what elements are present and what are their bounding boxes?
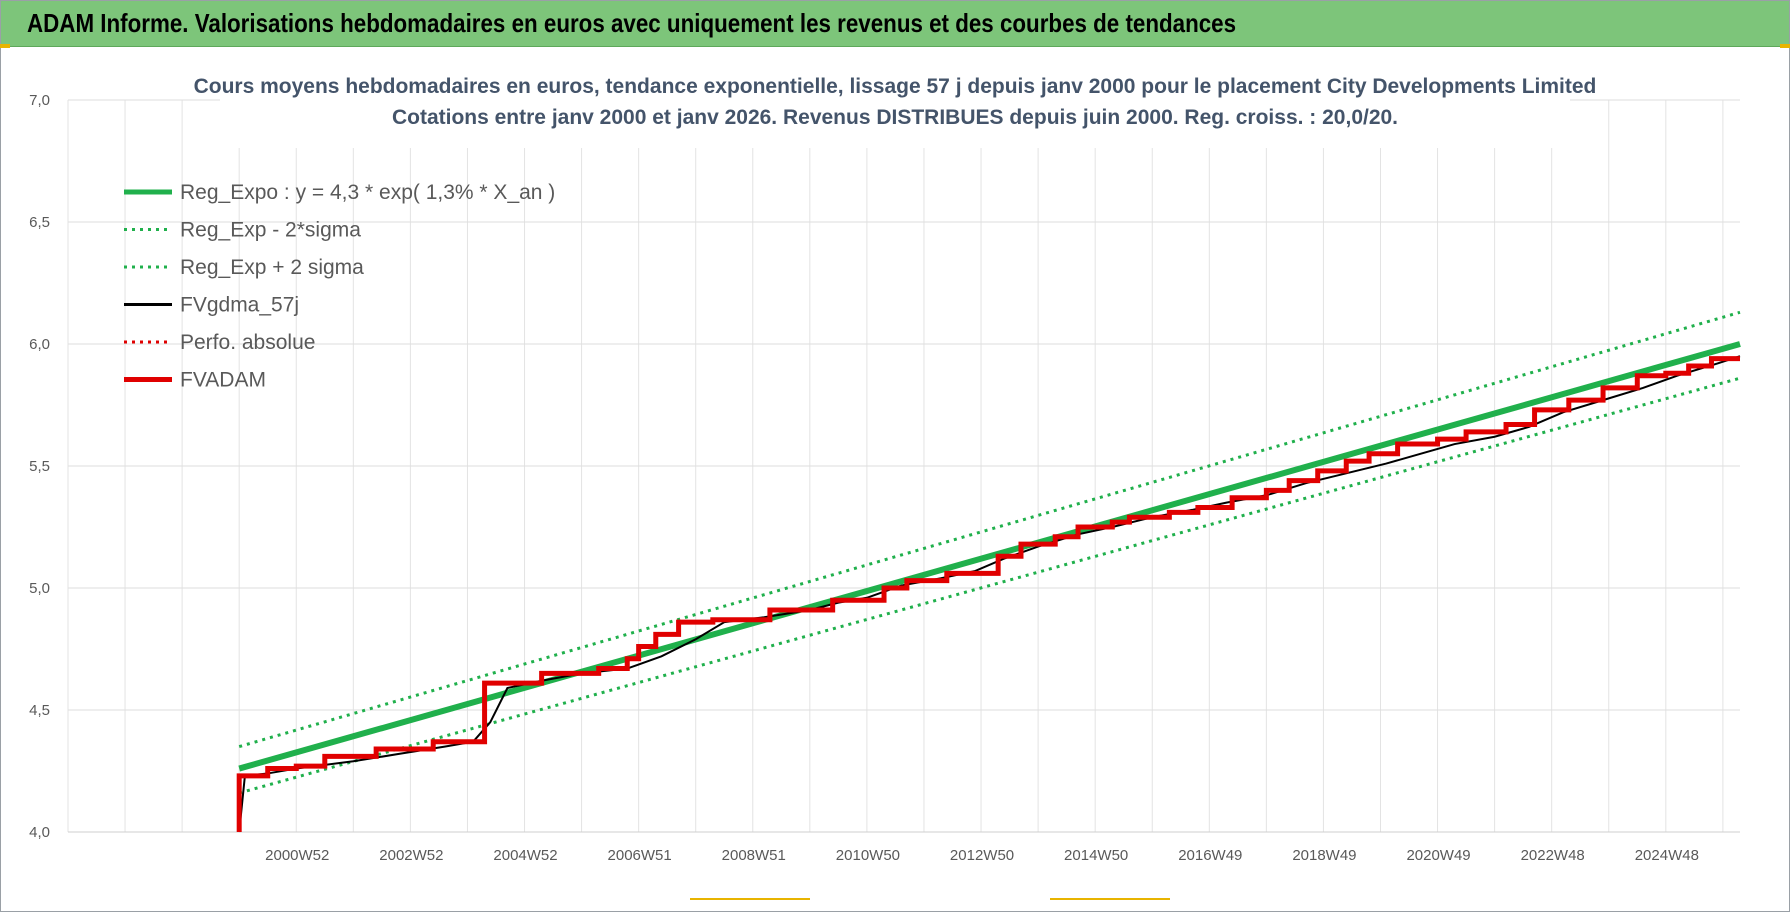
x-tick-label: 2002W52 [379,847,443,864]
corner-marker-right [1780,44,1790,48]
bottom-marker-2 [1050,898,1170,900]
legend-label-1: Reg_Exp - 2*sigma [180,219,361,242]
chart-axis-labels: 4,0 4,5 5,0 5,5 6,0 6,5 7,0 2000W52 2002W52 2004W… [29,92,1699,864]
legend-label-2: Reg_Exp + 2 sigma [180,256,364,279]
x-tick-label: 2004W52 [493,847,557,864]
chart-legend: Reg_Expo : y = 4,3 * exp( 1,3% * X_an ) R… [124,181,555,392]
series-line-3 [238,355,1741,833]
report-banner: ADAM Informe. Valorisations hebdomadaire… [1,1,1789,47]
y-tick-label: 5,5 [29,458,50,475]
series-line-5 [236,356,1740,832]
series-line-2 [238,310,1741,749]
x-tick-label: 2008W51 [722,847,786,864]
chart-series [236,310,1741,833]
x-tick-label: 2024W48 [1635,847,1699,864]
legend-label-0: Reg_Expo : y = 4,3 * exp( 1,3% * X_an ) [180,181,555,204]
x-tick-label: 2000W52 [265,847,329,864]
x-tick-label: 2018W49 [1292,847,1356,864]
y-tick-label: 4,0 [29,824,50,841]
x-tick-label: 2006W51 [608,847,672,864]
legend-label-5: FVADAM [180,369,266,392]
corner-marker-left [0,44,10,48]
chart-title: Cours moyens hebdomadaires en euros, ten… [194,75,1597,98]
x-tick-label: 2014W50 [1064,847,1128,864]
series-line-1 [238,376,1741,795]
y-tick-label: 4,5 [29,702,50,719]
x-tick-label: 2022W48 [1521,847,1585,864]
chart-subtitle: Cotations entre janv 2000 et janv 2026. … [392,106,1398,129]
legend-label-4: Perfo. absolue [180,331,315,354]
y-tick-label: 6,0 [29,336,50,353]
x-tick-label: 2012W50 [950,847,1014,864]
legend-label-3: FVgdma_57j [180,294,299,317]
x-tick-label: 2016W49 [1178,847,1242,864]
y-tick-label: 7,0 [29,92,50,109]
report-title: ADAM Informe. Valorisations hebdomadaire… [27,8,1237,38]
chart-grid [67,99,1740,833]
x-tick-label: 2010W50 [836,847,900,864]
chart-title-block: Cours moyens hebdomadaires en euros, ten… [194,75,1597,129]
series-line-0 [238,341,1741,772]
y-tick-label: 5,0 [29,580,50,597]
x-tick-label: 2020W49 [1406,847,1470,864]
bottom-marker-1 [690,898,810,900]
title-background [220,68,1570,148]
chart-plot: 4,0 4,5 5,0 5,5 6,0 6,5 7,0 2000W52 2002W52 2004W… [29,68,1741,864]
y-tick-label: 6,5 [29,214,50,231]
